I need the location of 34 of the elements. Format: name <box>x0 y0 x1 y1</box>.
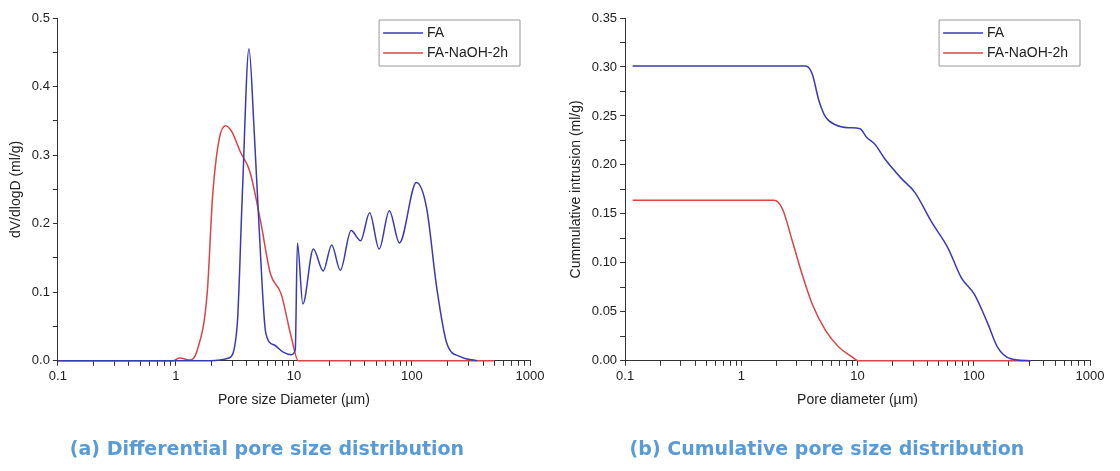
legend-label: FA <box>427 23 445 40</box>
x-axis-title: Pore diameter (µm) <box>797 390 918 407</box>
x-tick-label: 1000 <box>515 368 545 384</box>
y-tick-label: 0.4 <box>31 78 50 94</box>
legend-label: FA-NaOH-2h <box>987 43 1069 60</box>
x-tick-label: 100 <box>962 368 985 384</box>
y-tick-label: 0.30 <box>591 58 618 74</box>
text: (a) Differential pore size distribution <box>69 436 465 459</box>
x-tick-label: 1000 <box>1075 368 1105 384</box>
y-tick-label: 0.00 <box>591 352 618 368</box>
y-tick-label: 0.25 <box>591 107 618 123</box>
x-tick-label: 10 <box>850 368 865 384</box>
y-tick-label: 0.10 <box>591 254 618 270</box>
y-tick-label: 0.15 <box>591 205 618 221</box>
y-tick-label: 0.1 <box>31 283 50 299</box>
y-tick-label: 0.3 <box>31 146 50 162</box>
x-tick-label: 0.1 <box>48 368 67 384</box>
y-tick-label: 0.2 <box>31 215 50 231</box>
y-axis-title: dV/dlogD (ml/g) <box>7 140 24 239</box>
y-tick-label: 0.35 <box>591 9 618 25</box>
x-tick-label: 10 <box>286 368 302 384</box>
legend-label: FA <box>987 23 1005 40</box>
y-tick-label: 0.20 <box>591 156 618 172</box>
y-tick-label: 0.0 <box>31 352 50 368</box>
x-tick-label: 1 <box>737 368 745 384</box>
y-tick-label: 0.05 <box>591 303 618 319</box>
text: (b) Cumulative pore size distribution <box>629 436 1025 459</box>
x-tick-label: 100 <box>401 368 423 384</box>
x-tick-label: 1 <box>172 368 180 384</box>
x-tick-label: 0.1 <box>616 368 635 384</box>
y-axis-title: Cummulative intrusion (ml/g) <box>567 100 584 279</box>
x-axis-title: Pore size Diameter (µm) <box>217 390 370 407</box>
y-tick-label: 0.5 <box>31 9 50 25</box>
legend-label: FA-NaOH-2h <box>427 43 509 60</box>
